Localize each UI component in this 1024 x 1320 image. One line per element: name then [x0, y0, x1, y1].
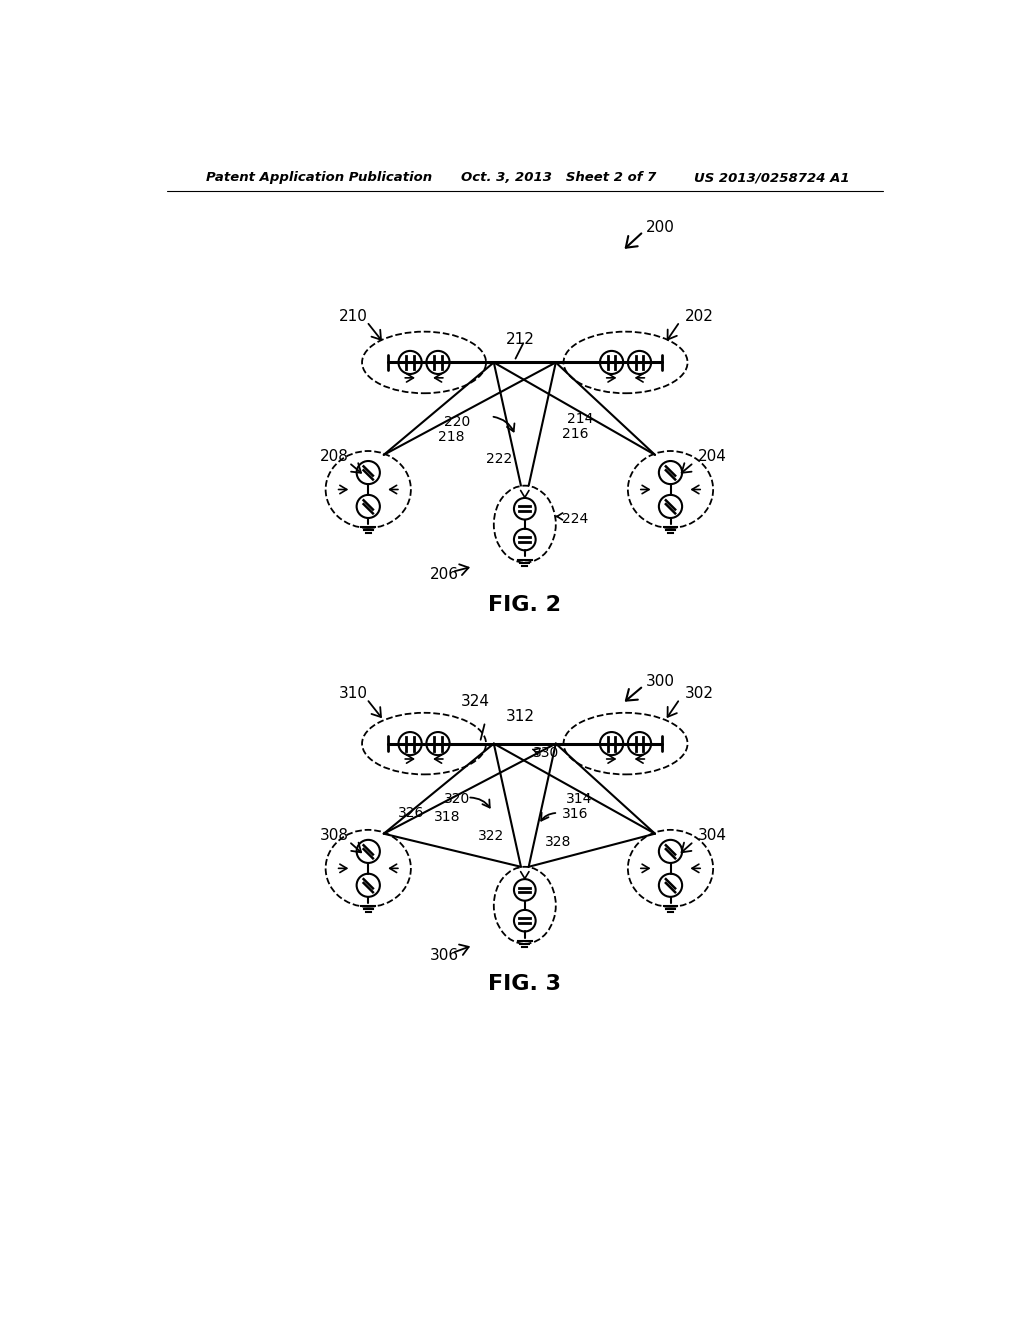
Text: 302: 302: [684, 686, 714, 701]
Text: 200: 200: [646, 220, 675, 235]
Text: 220: 220: [444, 414, 470, 429]
Text: 318: 318: [434, 809, 461, 824]
Text: Patent Application Publication: Patent Application Publication: [206, 172, 432, 185]
Text: 206: 206: [430, 566, 459, 582]
Text: 224: 224: [562, 512, 588, 525]
Text: 312: 312: [506, 709, 536, 725]
Text: 202: 202: [684, 309, 714, 323]
Text: 218: 218: [438, 430, 465, 444]
Text: FIG. 2: FIG. 2: [488, 595, 561, 615]
Text: 324: 324: [461, 694, 490, 709]
Text: 322: 322: [478, 829, 505, 843]
Text: US 2013/0258724 A1: US 2013/0258724 A1: [693, 172, 849, 185]
Text: 222: 222: [486, 451, 512, 466]
Text: 316: 316: [562, 808, 589, 821]
Text: FIG. 3: FIG. 3: [488, 974, 561, 994]
Text: 328: 328: [545, 836, 571, 849]
Text: 306: 306: [430, 948, 460, 962]
Text: 214: 214: [567, 412, 594, 425]
Text: 300: 300: [646, 675, 675, 689]
Text: Oct. 3, 2013   Sheet 2 of 7: Oct. 3, 2013 Sheet 2 of 7: [461, 172, 656, 185]
Text: 216: 216: [562, 428, 589, 441]
Text: 308: 308: [321, 829, 349, 843]
Text: 326: 326: [397, 807, 424, 820]
Text: 320: 320: [444, 792, 470, 807]
Text: 330: 330: [532, 746, 559, 760]
Text: 208: 208: [321, 449, 349, 463]
Text: 212: 212: [506, 331, 536, 347]
Text: 314: 314: [566, 792, 592, 807]
Text: 304: 304: [697, 829, 727, 843]
Text: 204: 204: [697, 449, 726, 463]
Text: 310: 310: [339, 686, 368, 701]
Text: 210: 210: [339, 309, 368, 323]
